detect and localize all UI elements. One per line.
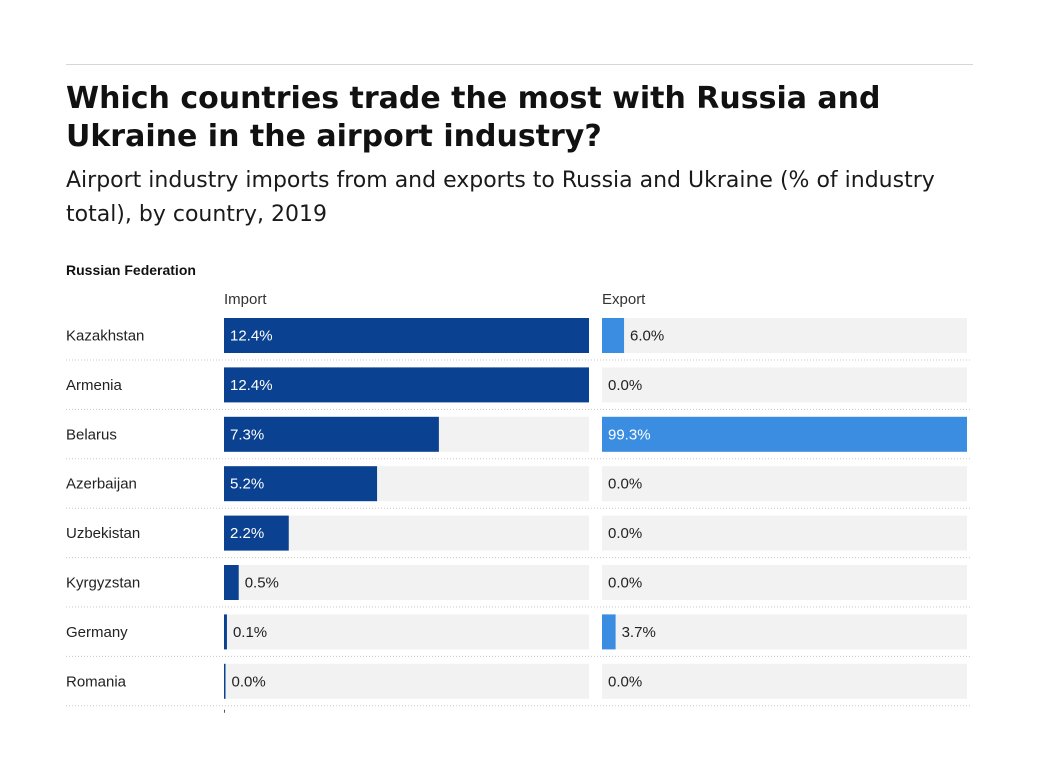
import-value-label: 0.5% [245, 575, 279, 592]
export-value-label: 0.0% [608, 525, 642, 542]
import-value-label: 0.1% [233, 624, 267, 641]
chart-title: Which countries trade the most with Russ… [66, 81, 881, 154]
row-label: Germany [66, 624, 128, 641]
import-track [224, 565, 589, 600]
chart-subtitle: Airport industry imports from and export… [66, 168, 935, 227]
export-track [602, 565, 967, 600]
import-value-label: 0.0% [232, 673, 266, 690]
row-label: Romania [66, 673, 127, 690]
import-value-label: 7.3% [230, 426, 264, 443]
import-bar [224, 416, 439, 452]
row-label: Kazakhstan [66, 328, 144, 345]
import-track [224, 663, 589, 699]
row-label: Kyrgyzstan [66, 575, 140, 592]
export-track [602, 367, 967, 403]
row-label: Armenia [66, 377, 123, 394]
export-track [602, 318, 967, 353]
export-value-label: 3.7% [622, 624, 656, 641]
export-bar [602, 416, 967, 452]
import-bar [224, 614, 227, 650]
panel-title: Russian Federation [66, 262, 196, 278]
export-track [602, 466, 967, 502]
row-label: Azerbaijan [66, 476, 137, 493]
export-value-label: 0.0% [608, 476, 642, 493]
top-rule [66, 64, 973, 65]
row-label: Uzbekistan [66, 525, 140, 542]
import-value-label: 12.4% [230, 328, 273, 345]
import-value-label: 5.2% [230, 476, 264, 493]
export-bar [602, 614, 616, 650]
export-bar [602, 318, 625, 353]
export-value-label: 99.3% [608, 426, 651, 443]
export-value-label: 0.0% [608, 673, 642, 690]
import-bar [224, 466, 378, 502]
export-value-label: 0.0% [608, 377, 642, 394]
export-track [602, 614, 967, 650]
export-value-label: 0.0% [608, 575, 642, 592]
import-bar [224, 565, 239, 600]
import-value-label: 2.2% [230, 525, 264, 542]
import-column-header: Import [224, 291, 267, 308]
import-track [224, 614, 589, 650]
export-track [602, 515, 967, 551]
import-bar [224, 663, 226, 699]
import-bar [224, 367, 589, 403]
import-value-label: 12.4% [230, 377, 273, 394]
row-label: Belarus [66, 426, 117, 443]
export-column-header: Export [602, 291, 646, 308]
export-value-label: 6.0% [630, 328, 664, 345]
export-track [602, 663, 967, 699]
import-bar [224, 318, 589, 353]
import-bar [224, 515, 289, 551]
